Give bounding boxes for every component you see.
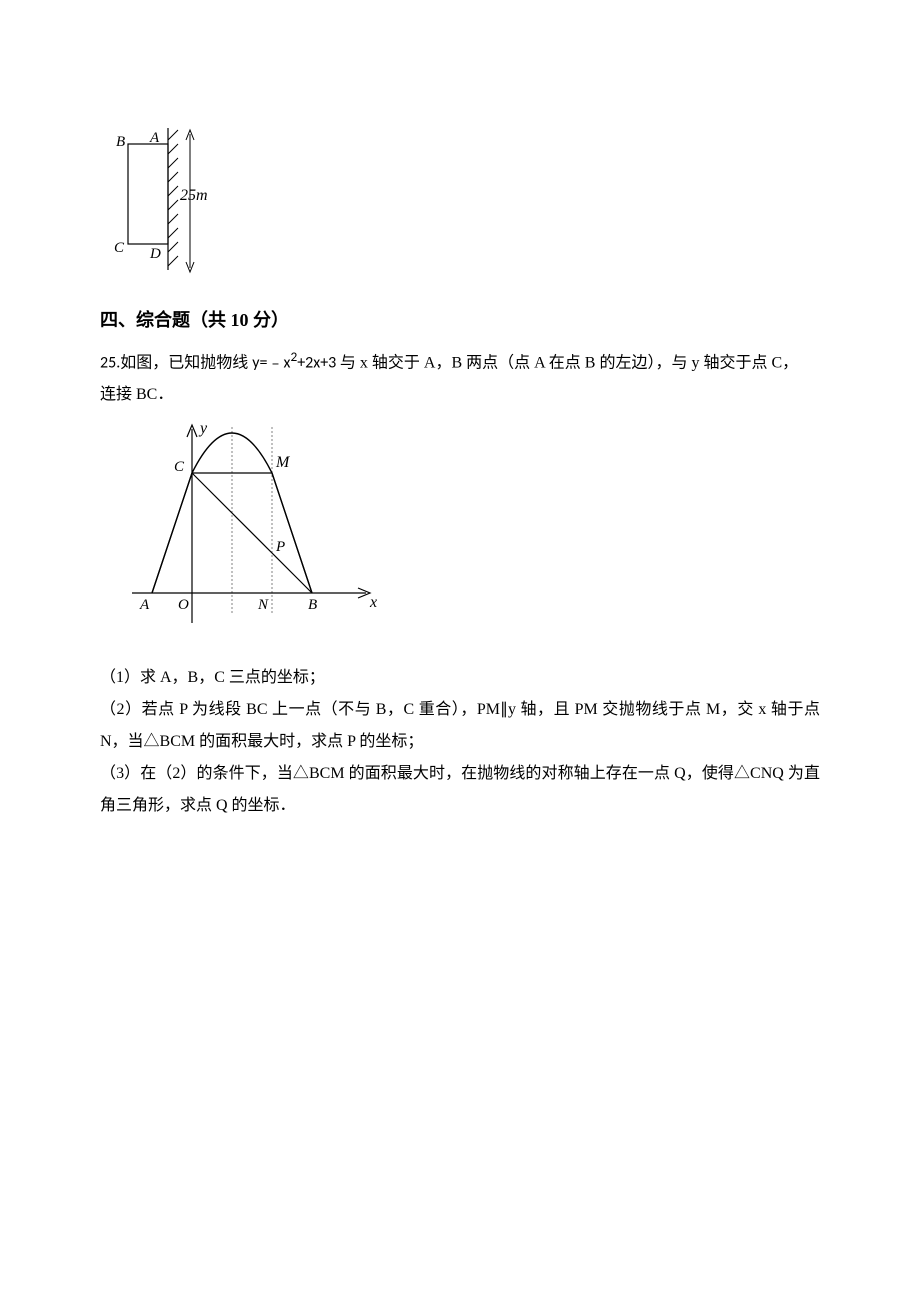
q25-line2: 连接 BC． <box>100 379 820 411</box>
fig1-C-label: C <box>114 240 125 256</box>
figure-parabola: y x O A B C M P N <box>130 415 820 652</box>
fig2-O-label: O <box>178 597 189 613</box>
page: 25m B A C D 四、综合题（共 10 分） 25.如图，已知抛物线 y=… <box>0 0 920 822</box>
fig2-M-label: M <box>275 454 291 471</box>
fig1-len-label: 25m <box>180 187 208 204</box>
fig1-A-label: A <box>149 130 160 146</box>
figure-wall-rectangle: 25m B A C D <box>110 120 820 292</box>
fig2-C-label: C <box>174 459 185 475</box>
fig2-x-label: x <box>369 594 377 611</box>
q25-line1: 25.如图，已知抛物线 y=﹣x2+2x+3 与 x 轴交于 A，B 两点（点 … <box>100 344 820 379</box>
fig2-A-label: A <box>139 597 150 613</box>
fig2-y-label: y <box>198 420 208 437</box>
fig1-D-label: D <box>149 246 161 262</box>
fig1-svg: 25m B A C D <box>110 120 230 280</box>
q25-part1: （1）求 A，B，C 三点的坐标； <box>100 662 820 694</box>
q25-part3: （3）在（2）的条件下，当△BCM 的面积最大时，在抛物线的对称轴上存在一点 Q… <box>100 758 820 822</box>
section-4-heading: 四、综合题（共 10 分） <box>100 302 820 338</box>
q25-number: 25. <box>100 353 120 372</box>
fig2-svg: y x O A B C M P N <box>130 415 390 640</box>
fig1-B-label: B <box>116 134 125 150</box>
fig2-B-label: B <box>308 597 317 613</box>
q25-part2: （2）若点 P 为线段 BC 上一点（不与 B，C 重合），PM∥y 轴，且 P… <box>100 694 820 758</box>
fig2-P-label: P <box>275 539 285 555</box>
fig2-N-label: N <box>257 597 269 613</box>
